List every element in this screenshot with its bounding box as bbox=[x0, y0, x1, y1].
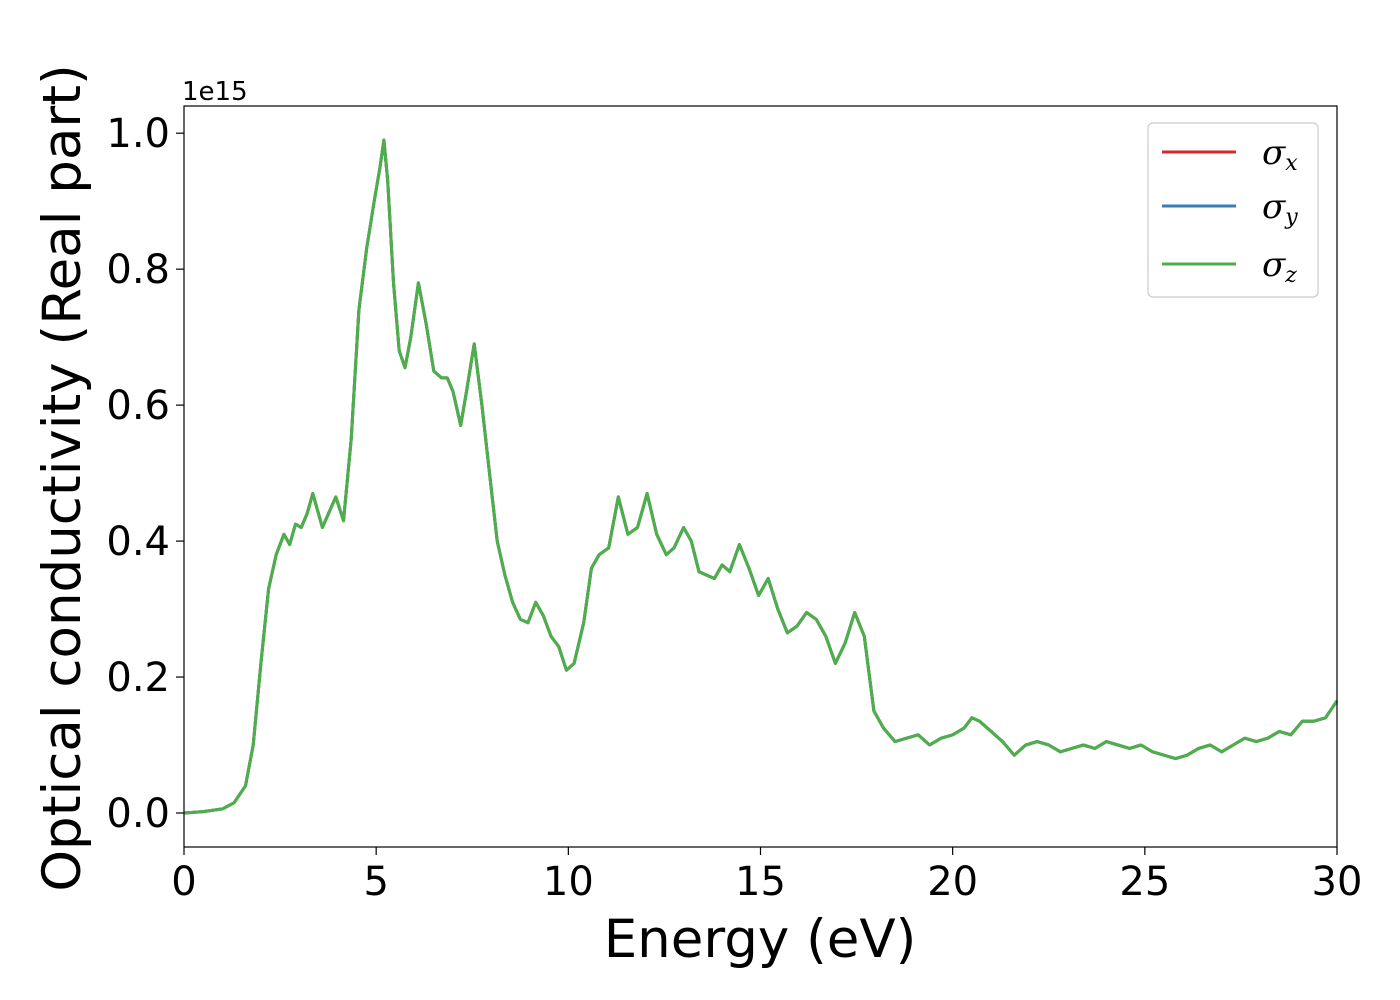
legend-label-sigma-z: σz bbox=[1262, 245, 1297, 288]
legend-box bbox=[1147, 122, 1319, 298]
x-tick-label: 25 bbox=[1119, 859, 1170, 905]
x-tick-label: 0 bbox=[171, 859, 196, 905]
series-layer bbox=[183, 138, 1339, 815]
x-axis-ticks: 0 5 10 15 20 25 30 bbox=[171, 847, 1362, 905]
y-axis-label: Optical conductivity (Real part) bbox=[32, 64, 93, 891]
y-tick-label: 0.2 bbox=[106, 655, 170, 701]
x-tick-label: 5 bbox=[363, 859, 388, 905]
y-axis-ticks: 0.0 0.2 0.4 0.6 0.8 1.0 bbox=[106, 111, 184, 837]
y-tick-label: 1.0 bbox=[106, 111, 170, 157]
y-offset-label: 1e15 bbox=[182, 77, 248, 107]
legend-label-sigma-x: σx bbox=[1262, 133, 1298, 176]
x-axis-label: Energy (eV) bbox=[604, 909, 917, 970]
y-tick-label: 0.4 bbox=[106, 519, 170, 565]
y-tick-label: 0.8 bbox=[106, 247, 170, 293]
y-tick-label: 0.6 bbox=[106, 383, 170, 429]
x-tick-label: 20 bbox=[927, 859, 978, 905]
x-tick-label: 10 bbox=[543, 859, 594, 905]
x-tick-label: 15 bbox=[735, 859, 786, 905]
y-tick-label: 0.0 bbox=[106, 791, 170, 837]
legend: σx σy σz bbox=[1147, 122, 1319, 298]
series-line-2 bbox=[183, 138, 1339, 815]
x-tick-label: 30 bbox=[1312, 859, 1363, 905]
legend-label-sigma-y: σy bbox=[1262, 187, 1298, 230]
